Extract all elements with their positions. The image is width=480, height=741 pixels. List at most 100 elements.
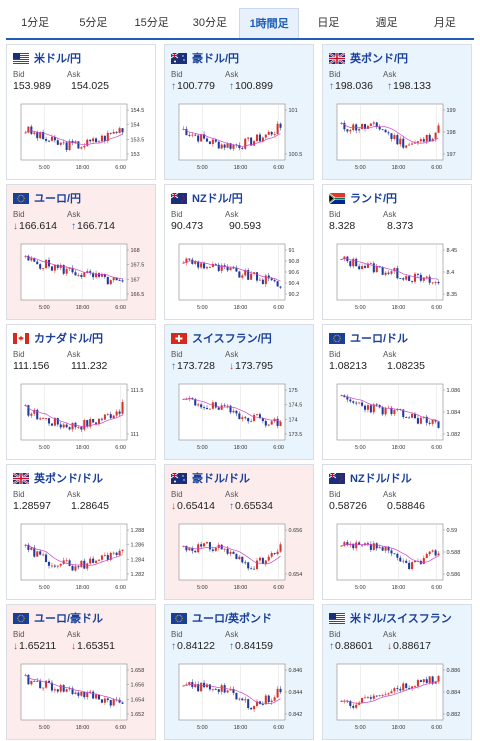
pair-name[interactable]: NZドル/ドル: [350, 473, 412, 485]
x-tick-label: 6:00: [431, 305, 442, 311]
x-tick-label: 18:00: [392, 725, 406, 731]
candle-body: [112, 552, 115, 554]
currency-card[interactable]: ユーロ/豪ドル Bid Ask ↓1.65211 ↓1.65351 5:00 18:00 6:…: [6, 604, 156, 740]
price-chart[interactable]: 5:00 18:00 6:00 0.886 0.884 0.882: [327, 658, 469, 738]
pair-name[interactable]: 豪ドル/円: [192, 53, 240, 65]
candle-body: [396, 409, 399, 411]
currency-card[interactable]: ランド/円 Bid Ask 8.328 8.373 5:00 18:00 6:00 8.45 8.…: [322, 184, 472, 320]
candle-body: [62, 142, 65, 144]
candle-body: [411, 686, 414, 689]
price-chart[interactable]: 5:00 18:00 6:00 154.5 154 153.5 153: [11, 98, 153, 178]
ask-price: 8.373: [387, 220, 414, 232]
x-tick-label: 18:00: [76, 725, 90, 731]
currency-card[interactable]: 米ドル/円 Bid Ask 153.989 154.025 5:00 18:00 6:00 15…: [6, 44, 156, 180]
pair-name[interactable]: 英ポンド/円: [350, 53, 409, 65]
price-chart[interactable]: 5:00 18:00 6:00 1.288 1.286 1.284 1.282: [11, 518, 153, 598]
price-chart[interactable]: 5:00 18:00 6:00 199 198 197: [327, 98, 469, 178]
candle-body: [203, 407, 206, 409]
pair-name[interactable]: 米ドル/円: [34, 53, 82, 65]
price-chart[interactable]: 5:00 18:00 6:00 0.59 0.588 0.586: [327, 518, 469, 598]
candle-body: [232, 410, 235, 413]
price-chart[interactable]: 5:00 18:00 6:00 0.656 0.654: [169, 518, 311, 598]
ask-label: Ask: [225, 70, 239, 79]
candle-body: [411, 143, 414, 145]
price-chart[interactable]: 5:00 18:00 6:00 111.5 111: [11, 378, 153, 458]
pair-name[interactable]: ユーロ/ドル: [350, 333, 409, 345]
candle-body: [253, 141, 256, 146]
ask-label: Ask: [225, 210, 239, 219]
bid-ask-labels: Bid Ask: [13, 210, 80, 219]
tab-2[interactable]: 15分足: [134, 17, 169, 29]
price-chart[interactable]: 5:00 18:00 6:00 0.846 0.844 0.842: [169, 658, 311, 738]
candle-body: [220, 265, 223, 271]
tab-6[interactable]: 週足: [375, 17, 398, 29]
candle-body: [39, 132, 42, 139]
price-chart[interactable]: 5:00 18:00 6:00 101 100.5: [169, 98, 311, 178]
currency-card[interactable]: 英ポンド/ドル Bid Ask 1.28597 1.28645 5:00 18:00 6:00…: [6, 464, 156, 600]
candle-body: [264, 134, 267, 138]
pair-name[interactable]: スイスフラン/円: [192, 333, 272, 345]
currency-card[interactable]: ユーロ/円 Bid Ask ↓166.614 ↑166.714 5:00 18:00 6:00…: [6, 184, 156, 320]
pair-name[interactable]: NZドル/円: [192, 193, 243, 205]
price-chart[interactable]: 5:00 18:00 6:00 1.086 1.084 1.082: [327, 378, 469, 458]
pair-name[interactable]: ユーロ/豪ドル: [34, 613, 104, 625]
currency-card[interactable]: スイスフラン/円 Bid Ask ↑173.728 ↓173.795 5:00 18:00 6…: [164, 324, 314, 460]
currency-card[interactable]: NZドル/円 Bid Ask 90.473 90.593 5:00 18:00 6:00 91 9…: [164, 184, 314, 320]
bid-price: 153.989: [13, 80, 51, 92]
price-chart[interactable]: 5:00 18:00 6:00 175 174.5 174 173.5: [169, 378, 311, 458]
candle-body: [86, 692, 89, 698]
bid-price: 198.036: [335, 80, 373, 92]
candle-body: [273, 697, 276, 701]
currency-card[interactable]: 豪ドル/ドル Bid Ask ↓0.65414 ↑0.65534 5:00 18:00 6:0…: [164, 464, 314, 600]
pair-name[interactable]: 米ドル/スイスフラン: [350, 613, 452, 625]
currency-card[interactable]: 米ドル/スイスフラン Bid Ask ↑0.88601 ↓0.88617 5:00 18:0…: [322, 604, 472, 740]
pair-name[interactable]: 英ポンド/ドル: [34, 473, 104, 485]
candle-body: [229, 267, 232, 271]
x-tick-label: 5:00: [39, 305, 50, 311]
ask-label: Ask: [383, 490, 397, 499]
pair-name[interactable]: 豪ドル/ドル: [192, 473, 251, 485]
tab-1[interactable]: 5分足: [79, 17, 108, 29]
tab-3[interactable]: 30分足: [192, 17, 227, 29]
price-chart[interactable]: 5:00 18:00 6:00 8.45 8.4 8.35: [327, 238, 469, 318]
candle-body: [211, 549, 214, 551]
bid-price: 0.84122: [177, 640, 215, 652]
arrow-up-icon: ↑: [171, 361, 176, 372]
tab-7[interactable]: 月足: [433, 17, 456, 29]
chart-frame: [178, 383, 286, 441]
pair-name[interactable]: カナダドル/円: [34, 333, 104, 345]
candle-body: [343, 256, 346, 260]
pair-name[interactable]: ランド/円: [350, 193, 398, 205]
moving-average-line: [25, 130, 123, 146]
card-title: ユーロ/豪ドル: [13, 611, 103, 625]
tab-5[interactable]: 日足: [317, 17, 340, 29]
x-tick-label: 18:00: [76, 165, 90, 171]
price-chart[interactable]: 5:00 18:00 6:00 168 167.5 167 166.5: [11, 238, 153, 318]
price-chart[interactable]: 5:00 18:00 6:00 91 90.8 90.6 90.4 90.2: [169, 238, 311, 318]
candle-body: [56, 565, 59, 567]
candle-body: [62, 424, 65, 428]
currency-card[interactable]: 英ポンド/円 Bid Ask ↑198.036 ↑198.133 5:00 18:00 6:0…: [322, 44, 472, 180]
candle-body: [244, 270, 247, 276]
candle-body: [100, 274, 103, 277]
candle-body: [369, 697, 372, 699]
currency-card[interactable]: 豪ドル/円 Bid Ask ↑100.779 ↑100.899 5:00 18:00 6:00…: [164, 44, 314, 180]
candle-body: [109, 132, 112, 134]
currency-card[interactable]: ユーロ/ドル Bid Ask 1.08213 1.08235 5:00 18:00 6:00 1…: [322, 324, 472, 460]
moving-average-line: [183, 128, 281, 147]
candle-body: [387, 132, 390, 134]
bid-price: 1.65211: [19, 640, 57, 652]
candle-body: [191, 134, 194, 136]
pair-name[interactable]: ユーロ/円: [34, 193, 82, 205]
currency-card[interactable]: カナダドル/円 Bid Ask 111.156 111.232 5:00 18:00 6:00…: [6, 324, 156, 460]
candle-body: [255, 701, 259, 706]
candle-body: [437, 125, 440, 133]
pair-name[interactable]: ユーロ/英ポンド: [192, 613, 273, 625]
candle-body: [92, 419, 95, 423]
price-chart[interactable]: 5:00 18:00 6:00 1.658 1.656 1.654 1.652: [11, 658, 153, 738]
candle-body: [27, 674, 30, 685]
currency-card[interactable]: NZドル/ドル Bid Ask 0.58726 0.58846 5:00 18:00 6:00…: [322, 464, 472, 600]
tab-0[interactable]: 1分足: [21, 17, 50, 29]
tab-4[interactable]: 1時間足: [239, 8, 300, 38]
currency-card[interactable]: ユーロ/英ポンド Bid Ask ↑0.84122 ↑0.84159 5:00 18:00 6…: [164, 604, 314, 740]
